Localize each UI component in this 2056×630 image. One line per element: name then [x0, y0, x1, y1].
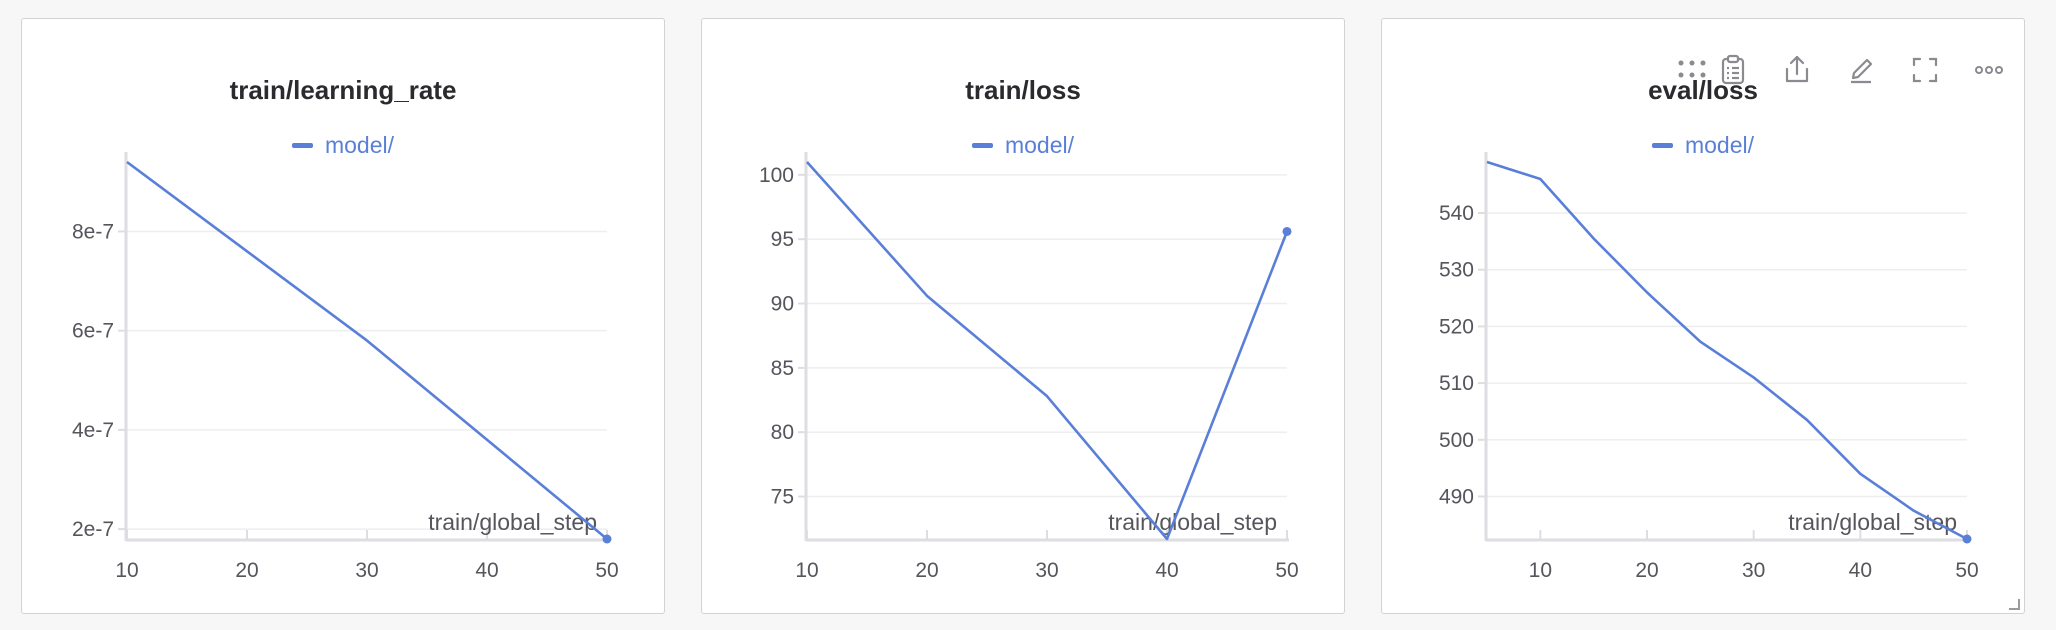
- legend-swatch: [971, 143, 993, 148]
- series-end-point[interactable]: [1962, 534, 1972, 544]
- y-tick-label: 8e-7: [72, 220, 114, 243]
- edit-icon[interactable]: [1844, 53, 1878, 87]
- share-icon[interactable]: [1780, 53, 1814, 87]
- chart-panel-eval-loss: eval/loss model/ 490 500 510 520 530 540 10 20 3…: [1381, 18, 2025, 614]
- x-axis-label: train/global_step: [428, 509, 597, 535]
- x-tick-label: 10: [795, 559, 818, 582]
- y-tick-label: 100: [759, 164, 794, 187]
- y-tick-label: 530: [1439, 259, 1474, 282]
- fullscreen-icon[interactable]: [1908, 53, 1942, 87]
- y-tick-label: 6e-7: [72, 320, 114, 343]
- legend-swatch: [291, 143, 313, 148]
- y-tick-label: 520: [1439, 315, 1474, 338]
- y-tick-label: 75: [771, 486, 794, 509]
- series-line[interactable]: [806, 161, 1289, 541]
- y-tick-label: 80: [771, 421, 794, 444]
- x-axis-label: train/global_step: [1108, 509, 1277, 535]
- resize-handle-icon[interactable]: [2008, 597, 2020, 610]
- x-tick-label: 40: [1849, 559, 1872, 582]
- x-tick-label: 30: [1742, 559, 1765, 582]
- plot-area[interactable]: 75 80 85 90 95 100 10 20 30 40 50 train/global_step: [702, 19, 1346, 615]
- legend[interactable]: model/: [702, 132, 1344, 159]
- y-tick-label: 490: [1439, 485, 1474, 508]
- panel-toolbar: [1678, 53, 2006, 87]
- series-end-point[interactable]: [602, 534, 612, 544]
- plot-area[interactable]: 2e-7 4e-7 6e-7 8e-7 10 20 30 40 50 train/global_s…: [22, 19, 666, 615]
- y-tick-label: 500: [1439, 429, 1474, 452]
- legend[interactable]: model/: [22, 132, 664, 159]
- clipboard-icon[interactable]: [1716, 53, 1750, 87]
- series-line[interactable]: [126, 160, 608, 541]
- x-axis-label: train/global_step: [1788, 509, 1957, 535]
- x-tick-label: 50: [1955, 559, 1978, 582]
- chart-title: train/loss: [965, 75, 1081, 105]
- legend-swatch: [1651, 143, 1673, 148]
- legend-label: model/: [1684, 132, 1755, 158]
- x-tick-label: 50: [595, 559, 618, 582]
- x-tick-label: 20: [915, 559, 938, 582]
- y-tick-label: 540: [1439, 202, 1474, 225]
- legend-label: model/: [1004, 132, 1075, 158]
- x-tick-label: 50: [1275, 559, 1298, 582]
- x-tick-label: 40: [1155, 559, 1178, 582]
- y-tick-label: 4e-7: [72, 419, 114, 442]
- y-tick-label: 95: [771, 228, 794, 251]
- chart-title: eval/loss: [1648, 75, 1758, 105]
- chart-panel-learning-rate: train/learning_rate model/ 2e-7 4e-7 6e-7 8…: [21, 18, 665, 614]
- legend[interactable]: model/: [1382, 132, 2024, 159]
- x-tick-label: 40: [475, 559, 498, 582]
- x-tick-label: 10: [115, 559, 138, 582]
- x-tick-label: 30: [355, 559, 378, 582]
- series-line[interactable]: [1486, 160, 1968, 541]
- x-tick-label: 30: [1035, 559, 1058, 582]
- chart-panel-train-loss: train/loss model/ 75 80 85 90 95 100 10 20 30 40 5…: [701, 18, 1345, 614]
- legend-label: model/: [324, 132, 395, 158]
- x-tick-label: 20: [235, 559, 258, 582]
- series-end-point[interactable]: [1282, 226, 1292, 236]
- y-tick-label: 85: [771, 357, 794, 380]
- chart-title: train/learning_rate: [229, 75, 457, 105]
- x-tick-label: 10: [1529, 559, 1552, 582]
- more-icon[interactable]: [1972, 53, 2006, 87]
- x-tick-label: 20: [1635, 559, 1658, 582]
- plot-area[interactable]: 490 500 510 520 530 540 10 20 30 40 50 train/global…: [1382, 19, 2026, 615]
- y-tick-label: 90: [771, 293, 794, 316]
- drag-handle-icon[interactable]: [1678, 60, 1712, 80]
- y-tick-label: 510: [1439, 372, 1474, 395]
- y-tick-label: 2e-7: [72, 518, 114, 541]
